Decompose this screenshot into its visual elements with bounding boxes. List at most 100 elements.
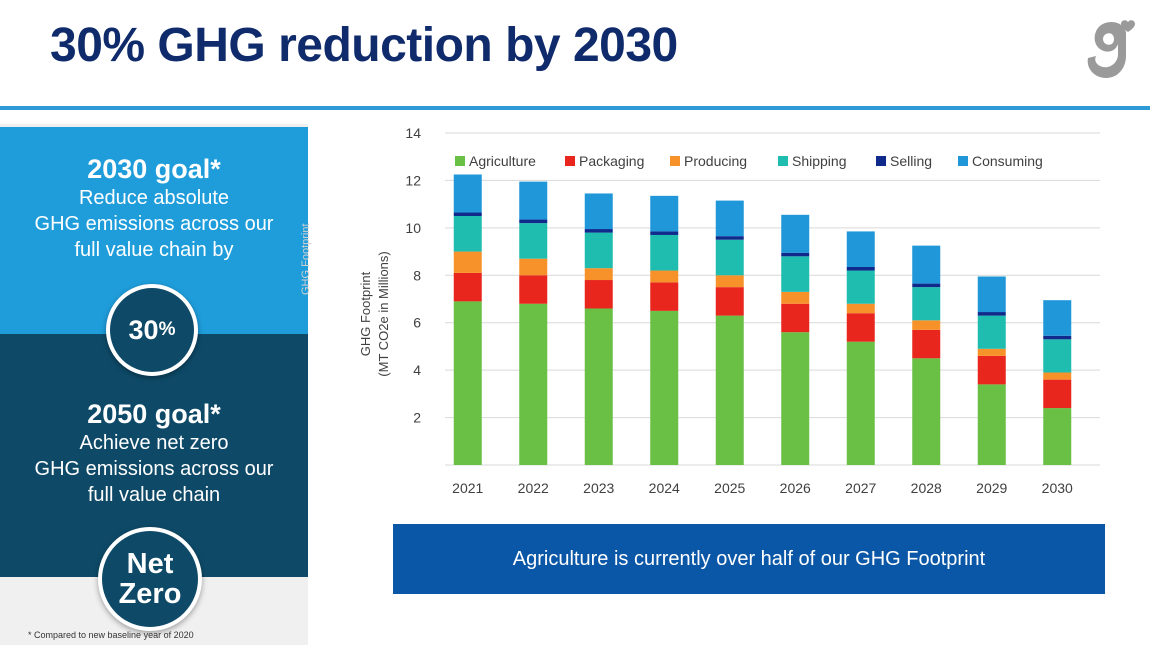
- x-tick-label: 2026: [780, 480, 811, 496]
- goal-2030-line: GHG emissions across our: [34, 213, 274, 235]
- bar-segment-selling: [977, 312, 1006, 316]
- bar-segment-selling: [912, 283, 941, 288]
- y-axis-label: GHG Footprint: [358, 271, 373, 356]
- legend-swatch: [455, 156, 465, 166]
- bar-segment-packaging: [584, 280, 613, 309]
- agriculture-banner: Agriculture is currently over half of ou…: [393, 524, 1105, 594]
- thirty-percent-badge: 30%: [106, 284, 198, 376]
- bar-segment-producing: [453, 251, 482, 273]
- y-tick-label: 8: [413, 267, 421, 283]
- bar-segment-agriculture: [650, 310, 679, 465]
- bar-segment-selling: [519, 219, 548, 224]
- footnote: * Compared to new baseline year of 2020: [28, 630, 194, 640]
- bar-segment-shipping: [846, 270, 875, 304]
- legend-swatch: [565, 156, 575, 166]
- bar-segment-selling: [781, 252, 810, 257]
- goal-2030-heading: 2030 goal*: [87, 154, 221, 184]
- bar-segment-shipping: [453, 216, 482, 252]
- y-axis-label: (MT CO2e in Millions): [376, 251, 391, 376]
- net-zero-line1: Net: [126, 548, 174, 580]
- bar-segment-shipping: [715, 239, 744, 276]
- bar-segment-selling: [453, 212, 482, 216]
- bar-segment-producing: [519, 258, 548, 276]
- bar-segment-selling: [584, 229, 613, 233]
- bar-segment-agriculture: [912, 358, 941, 465]
- bar-segment-consuming: [781, 214, 810, 253]
- bar-segment-consuming: [584, 193, 613, 230]
- goal-2030-line: Reduce absolute: [78, 187, 230, 209]
- badge-number: 30: [128, 314, 159, 345]
- y-tick-label: 12: [405, 172, 421, 188]
- legend-label: Shipping: [792, 153, 847, 169]
- bar-segment-shipping: [519, 223, 548, 259]
- bar-segment-shipping: [650, 234, 679, 271]
- legend-swatch: [778, 156, 788, 166]
- goal-2050-line: GHG emissions across our: [34, 458, 274, 480]
- y-tick-label: 2: [413, 410, 421, 426]
- bar-segment-packaging: [912, 329, 941, 359]
- bar-segment-selling: [715, 236, 744, 240]
- legend-label: Packaging: [579, 153, 644, 169]
- legend-label: Agriculture: [469, 153, 536, 169]
- bar-segment-consuming: [846, 231, 875, 267]
- legend-swatch: [958, 156, 968, 166]
- legend-swatch: [670, 156, 680, 166]
- bar-segment-agriculture: [846, 341, 875, 465]
- x-tick-label: 2024: [649, 480, 680, 496]
- bar-segment-shipping: [584, 232, 613, 269]
- bar-segment-consuming: [1043, 300, 1072, 336]
- bar-segment-consuming: [715, 200, 744, 237]
- bar-segment-packaging: [1043, 379, 1072, 409]
- bar-segment-packaging: [846, 313, 875, 342]
- ghg-stacked-bar-chart: 2 4 6 8 10 12 14 GHG Footprint (MT CO2e in Milli…: [358, 125, 1100, 496]
- bar-segment-agriculture: [453, 301, 482, 465]
- bar-segment-shipping: [1043, 339, 1072, 373]
- bar-segment-shipping: [781, 256, 810, 292]
- x-tick-label: 2029: [976, 480, 1007, 496]
- bar-segment-consuming: [519, 181, 548, 220]
- bar-segment-producing: [977, 348, 1006, 356]
- general-mills-g-logo-icon: [1087, 20, 1135, 78]
- x-tick-label: 2027: [845, 480, 876, 496]
- bar-segment-agriculture: [1043, 408, 1072, 465]
- x-tick-label: 2025: [714, 480, 745, 496]
- bar-segment-consuming: [453, 174, 482, 213]
- goal-2050-line: full value chain: [87, 484, 221, 506]
- badge-unit: %: [158, 319, 176, 340]
- goal-2050-line: Achieve net zero: [79, 432, 229, 454]
- y-tick-label: 10: [405, 220, 421, 236]
- bar-segment-selling: [1043, 335, 1072, 340]
- bar-segment-producing: [650, 270, 679, 283]
- title-underline: [0, 106, 1150, 110]
- x-tick-label: 2021: [452, 480, 483, 496]
- y-tick-label: 14: [405, 125, 421, 141]
- y-tick-label: 4: [413, 362, 421, 378]
- bar-segment-producing: [912, 320, 941, 330]
- bar-segment-packaging: [453, 272, 482, 302]
- bar-segment-consuming: [912, 245, 941, 284]
- goal-2030-text: 2030 goal* Reduce absolute GHG emissions…: [0, 153, 308, 263]
- bar-segment-packaging: [519, 275, 548, 304]
- bar-segment-agriculture: [977, 384, 1006, 465]
- x-tick-label: 2028: [911, 480, 942, 496]
- goal-2050-heading: 2050 goal*: [87, 399, 221, 429]
- bar-segment-consuming: [650, 195, 679, 232]
- bar-segment-shipping: [977, 315, 1006, 349]
- bar-segment-packaging: [977, 355, 1006, 385]
- x-tick-label: 2023: [583, 480, 614, 496]
- x-tick-label: 2022: [518, 480, 549, 496]
- bar-segment-producing: [584, 268, 613, 281]
- bar-segment-shipping: [912, 287, 941, 321]
- legend-label: Producing: [684, 153, 747, 169]
- bar-segment-producing: [715, 275, 744, 288]
- bar-segment-selling: [846, 266, 875, 271]
- bar-segment-producing: [846, 303, 875, 314]
- bar-segment-packaging: [715, 287, 744, 316]
- bar-segment-agriculture: [781, 332, 810, 465]
- y-tick-label: 6: [413, 315, 421, 331]
- legend-swatch: [876, 156, 886, 166]
- vertical-label: GHG Footprint: [300, 223, 312, 295]
- bar-segment-producing: [1043, 372, 1072, 380]
- bar-segment-packaging: [650, 282, 679, 311]
- bar-segment-selling: [650, 231, 679, 235]
